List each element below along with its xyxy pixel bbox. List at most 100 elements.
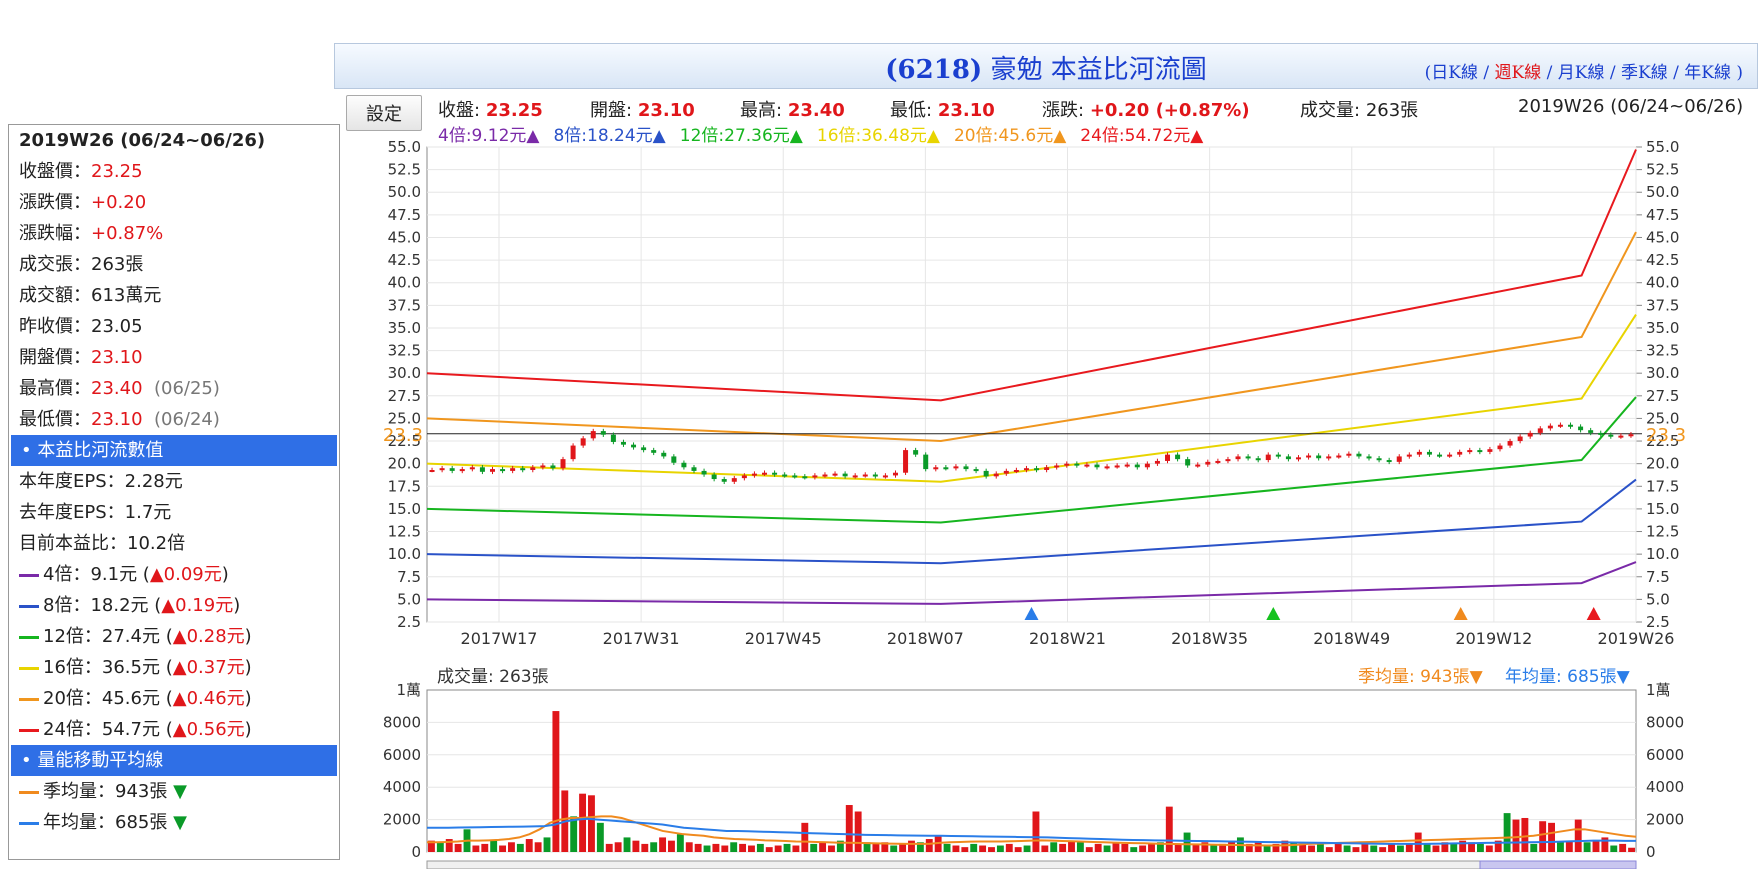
river-row: 12倍：27.4元 (▲0.28元) <box>9 621 339 652</box>
price-candle <box>610 434 616 442</box>
price-candle <box>913 450 919 455</box>
amount-value: 613萬元 <box>91 285 162 306</box>
price-candle <box>832 473 838 476</box>
links-sep: / <box>1667 63 1685 83</box>
price-candle <box>1084 464 1090 467</box>
volume-bar <box>1014 847 1022 852</box>
chart-title-bar: (6218) 豪勉 本益比河流圖 (日K線 / 週K線 / 月K線 / 季K線 … <box>334 43 1758 89</box>
y-tick-right: 40.0 <box>1646 274 1679 292</box>
period-link[interactable]: 日K線 <box>1431 63 1478 83</box>
y-tick-right: 7.5 <box>1646 568 1670 586</box>
price-candle <box>762 472 768 475</box>
y-tick-left: 45.0 <box>388 228 421 246</box>
period-link[interactable]: 月K線 <box>1557 63 1605 83</box>
volume-bar <box>1103 845 1111 852</box>
river-label: 8倍：18.2元 ( <box>43 595 162 616</box>
quote-close-label: 收盤: <box>438 100 481 121</box>
price-candle <box>1205 461 1211 465</box>
price-candle <box>1114 465 1120 468</box>
volume-bar <box>1308 845 1315 852</box>
y-tick-left: 22.5 <box>388 432 421 450</box>
pe-value: 10.2倍 <box>127 533 186 554</box>
price-candle <box>1154 460 1160 464</box>
river-row: 8倍：18.2元 (▲0.19元) <box>9 590 339 621</box>
quote-volume: 成交量: 263張 <box>1300 96 1418 121</box>
volume-bar <box>1485 845 1493 852</box>
links-sep: / <box>1604 63 1621 83</box>
price-candle <box>872 474 878 477</box>
period-link[interactable]: 週K線 <box>1494 63 1542 83</box>
price-candle <box>641 447 647 451</box>
volume-bar <box>730 842 738 852</box>
volume-bar <box>632 840 640 852</box>
period-link[interactable]: 年K線 <box>1684 63 1731 83</box>
price-candle <box>1346 453 1352 456</box>
pct-label: 漲跌幅： <box>19 223 91 244</box>
volume-bar <box>1228 840 1235 852</box>
y-tick-left: 15.0 <box>388 500 421 518</box>
price-candle <box>1578 426 1584 431</box>
price-candle <box>1013 470 1019 472</box>
price-candle <box>1568 424 1574 427</box>
links-open: ( <box>1424 63 1432 83</box>
amount-label: 成交額： <box>19 285 91 306</box>
volume-bar <box>943 843 951 852</box>
price-candle <box>1376 458 1382 461</box>
price-candle <box>1527 432 1533 437</box>
volume-bar <box>676 834 684 852</box>
volume-bar <box>845 805 853 852</box>
volume-bar <box>996 845 1004 852</box>
volume-bar <box>792 845 800 852</box>
price-candle <box>963 466 969 470</box>
price-candle <box>731 478 737 482</box>
x-tick-label: 2018W21 <box>1029 629 1106 648</box>
river-line <box>426 396 1637 524</box>
volume-bar <box>988 847 995 852</box>
price-candle <box>1265 454 1271 461</box>
volume-bar <box>810 843 818 852</box>
links-sep: / <box>1477 63 1495 83</box>
x-tick-label: 2017W17 <box>461 629 538 648</box>
volume-bar <box>1539 821 1547 852</box>
eps-marker-icon <box>1024 607 1039 620</box>
pct-value: +0.87% <box>91 223 164 244</box>
volume-bar <box>1263 845 1271 852</box>
price-candle <box>469 467 475 470</box>
price-candle <box>510 468 516 471</box>
y-tick-left: 42.5 <box>388 251 421 269</box>
river-swatch <box>19 604 39 608</box>
volume-bar <box>1156 842 1164 852</box>
volume-y-tick-right: 0 <box>1646 843 1656 861</box>
y-tick-right: 25.0 <box>1646 409 1679 427</box>
price-candle <box>1295 457 1301 460</box>
price-candle <box>892 472 898 476</box>
close-row: 收盤價：23.25 <box>9 156 339 187</box>
volume-bar <box>703 845 711 852</box>
volume-bar <box>1619 843 1627 852</box>
river-close-paren: ) <box>233 595 241 616</box>
quote-high: 最高: 23.40 <box>740 96 845 121</box>
volume-y-tick-left: 6000 <box>383 746 421 764</box>
price-candle <box>1437 454 1443 457</box>
price-candle <box>1618 435 1624 438</box>
change-row: 漲跌價：+0.20 <box>9 187 339 218</box>
volume-bar <box>712 843 720 852</box>
period-link[interactable]: 季K線 <box>1621 63 1668 83</box>
volume-bar <box>668 840 675 852</box>
volume-bar <box>1076 842 1084 852</box>
high-value: 23.40 <box>91 378 143 399</box>
volume-bar <box>1548 822 1555 852</box>
volume-bar <box>694 843 702 852</box>
eps-this-label: 本年度EPS： <box>19 471 125 492</box>
amount-row: 成交額：613萬元 <box>9 280 339 311</box>
settings-button[interactable]: 設定 <box>346 95 422 131</box>
open-value: 23.10 <box>91 347 143 368</box>
volume-bar <box>899 843 907 852</box>
price-candle <box>852 475 858 478</box>
volume-bar <box>1530 843 1538 852</box>
volume-bar <box>445 839 453 852</box>
price-candle <box>671 456 677 463</box>
y-tick-right: 55.0 <box>1646 138 1679 156</box>
multiple-value: 20倍:45.6元▲ <box>953 126 1067 146</box>
volume-bar <box>801 822 809 852</box>
